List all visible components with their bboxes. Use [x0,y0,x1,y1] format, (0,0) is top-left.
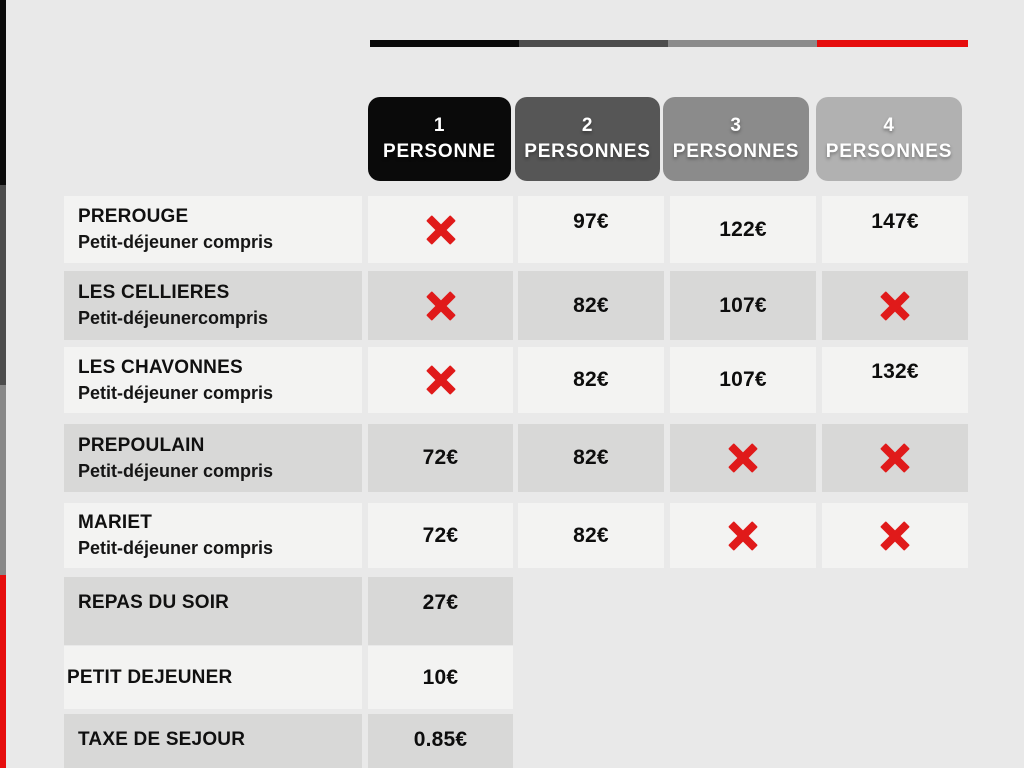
room-label-les-chavonnes: LES CHAVONNES Petit-déjeuner compris [64,347,362,413]
top-accent-black [370,40,519,47]
price-cell: 72€ [368,503,513,568]
cross-icon [878,520,912,551]
cell-value: 107€ [719,293,767,317]
room-subtitle: Petit-déjeuner compris [78,460,274,481]
cell-value: 72€ [422,446,459,469]
column-header-number: 4 [883,115,895,136]
cell-value: 82€ [573,523,609,547]
price-cell [822,503,968,568]
price-cell: 82€ [518,424,664,492]
cell-value: 147€ [871,209,919,233]
cell-value: 10€ [422,665,459,689]
top-accent-gray [668,40,817,47]
extra-label-taxe-de-sejour: TAXE DE SEJOUR [64,714,362,768]
price-cell: 10€ [368,646,513,709]
extra-name: TAXE DE SEJOUR [78,729,246,750]
top-accent-dark-gray [519,40,668,47]
left-accent-red [0,575,6,768]
column-header-label: PERSONNES [672,141,800,162]
price-cell [670,424,816,492]
cell-value: 97€ [573,209,609,233]
column-header-label: PERSONNE [382,141,497,162]
cell-value: 82€ [573,446,609,469]
room-name: PREPOULAIN [78,434,205,456]
cross-icon [726,443,760,473]
price-cell: 107€ [670,271,816,340]
price-cell [368,196,513,263]
extra-name: PETIT DEJEUNER [67,666,233,688]
cross-icon [424,290,458,321]
price-cell: 0.85€ [368,714,513,768]
price-cell: 107€ [670,347,816,413]
cell-value: 72€ [422,523,459,547]
cross-icon [424,365,458,395]
room-name: MARIET [78,512,153,533]
top-accent-red [817,40,968,47]
extra-label-petit-dejeuner: PETIT DEJEUNER [64,646,362,709]
cross-icon [878,290,912,321]
cross-icon [878,443,912,473]
column-header-label: PERSONNES [524,141,651,162]
price-cell [822,271,968,340]
price-cell: 132€ [822,347,968,413]
price-cell: 82€ [518,503,664,568]
cell-value: 132€ [871,360,919,383]
column-header-number: 2 [581,115,594,136]
column-header-label: PERSONNES [825,141,953,162]
cell-value: 82€ [573,293,609,317]
column-header-number: 1 [433,115,446,136]
room-name: LES CHAVONNES [78,356,243,378]
room-subtitle: Petit-déjeuner compris [78,538,274,558]
price-cell: 27€ [368,577,513,645]
room-label-prepoulain: PREPOULAIN Petit-déjeuner compris [64,424,362,492]
room-name: PREROUGE [78,206,189,227]
cross-icon [726,520,760,551]
price-cell [670,503,816,568]
room-label-mariet: MARIET Petit-déjeuner compris [64,503,362,568]
room-label-les-cellieres: LES CELLIERES Petit-déjeunercompris [64,271,362,340]
price-cell: 82€ [518,271,664,340]
column-header-number: 3 [730,115,742,136]
price-cell [368,271,513,340]
room-subtitle: Petit-déjeuner compris [78,382,274,403]
cross-icon [424,214,458,245]
left-accent-black [0,0,6,185]
price-cell: 82€ [518,347,664,413]
cell-value: 27€ [422,591,459,614]
cell-value: 82€ [573,368,609,391]
cell-value: 0.85€ [413,728,468,751]
price-cell: 122€ [670,196,816,263]
column-header-2-personnes: 2 PERSONNES [515,97,660,181]
extra-label-repas-du-soir: REPAS DU SOIR [64,577,362,645]
column-header-4-personnes: 4 PERSONNES [816,97,962,181]
room-subtitle: Petit-déjeuner compris [78,232,274,252]
price-cell: 147€ [822,196,968,263]
left-accent-gray [0,385,6,575]
column-header-3-personnes: 3 PERSONNES [663,97,809,181]
price-cell [368,347,513,413]
cell-value: 122€ [719,217,767,241]
column-header-1-personne: 1 PERSONNE [368,97,511,181]
price-cell [822,424,968,492]
price-cell: 97€ [518,196,664,263]
room-label-prerouge: PREROUGE Petit-déjeuner compris [64,196,362,263]
left-accent-dark-gray [0,185,6,385]
room-subtitle: Petit-déjeunercompris [78,308,269,328]
cell-value: 107€ [719,368,767,391]
price-cell: 72€ [368,424,513,492]
extra-name: REPAS DU SOIR [78,592,230,613]
room-name: LES CELLIERES [78,282,230,303]
